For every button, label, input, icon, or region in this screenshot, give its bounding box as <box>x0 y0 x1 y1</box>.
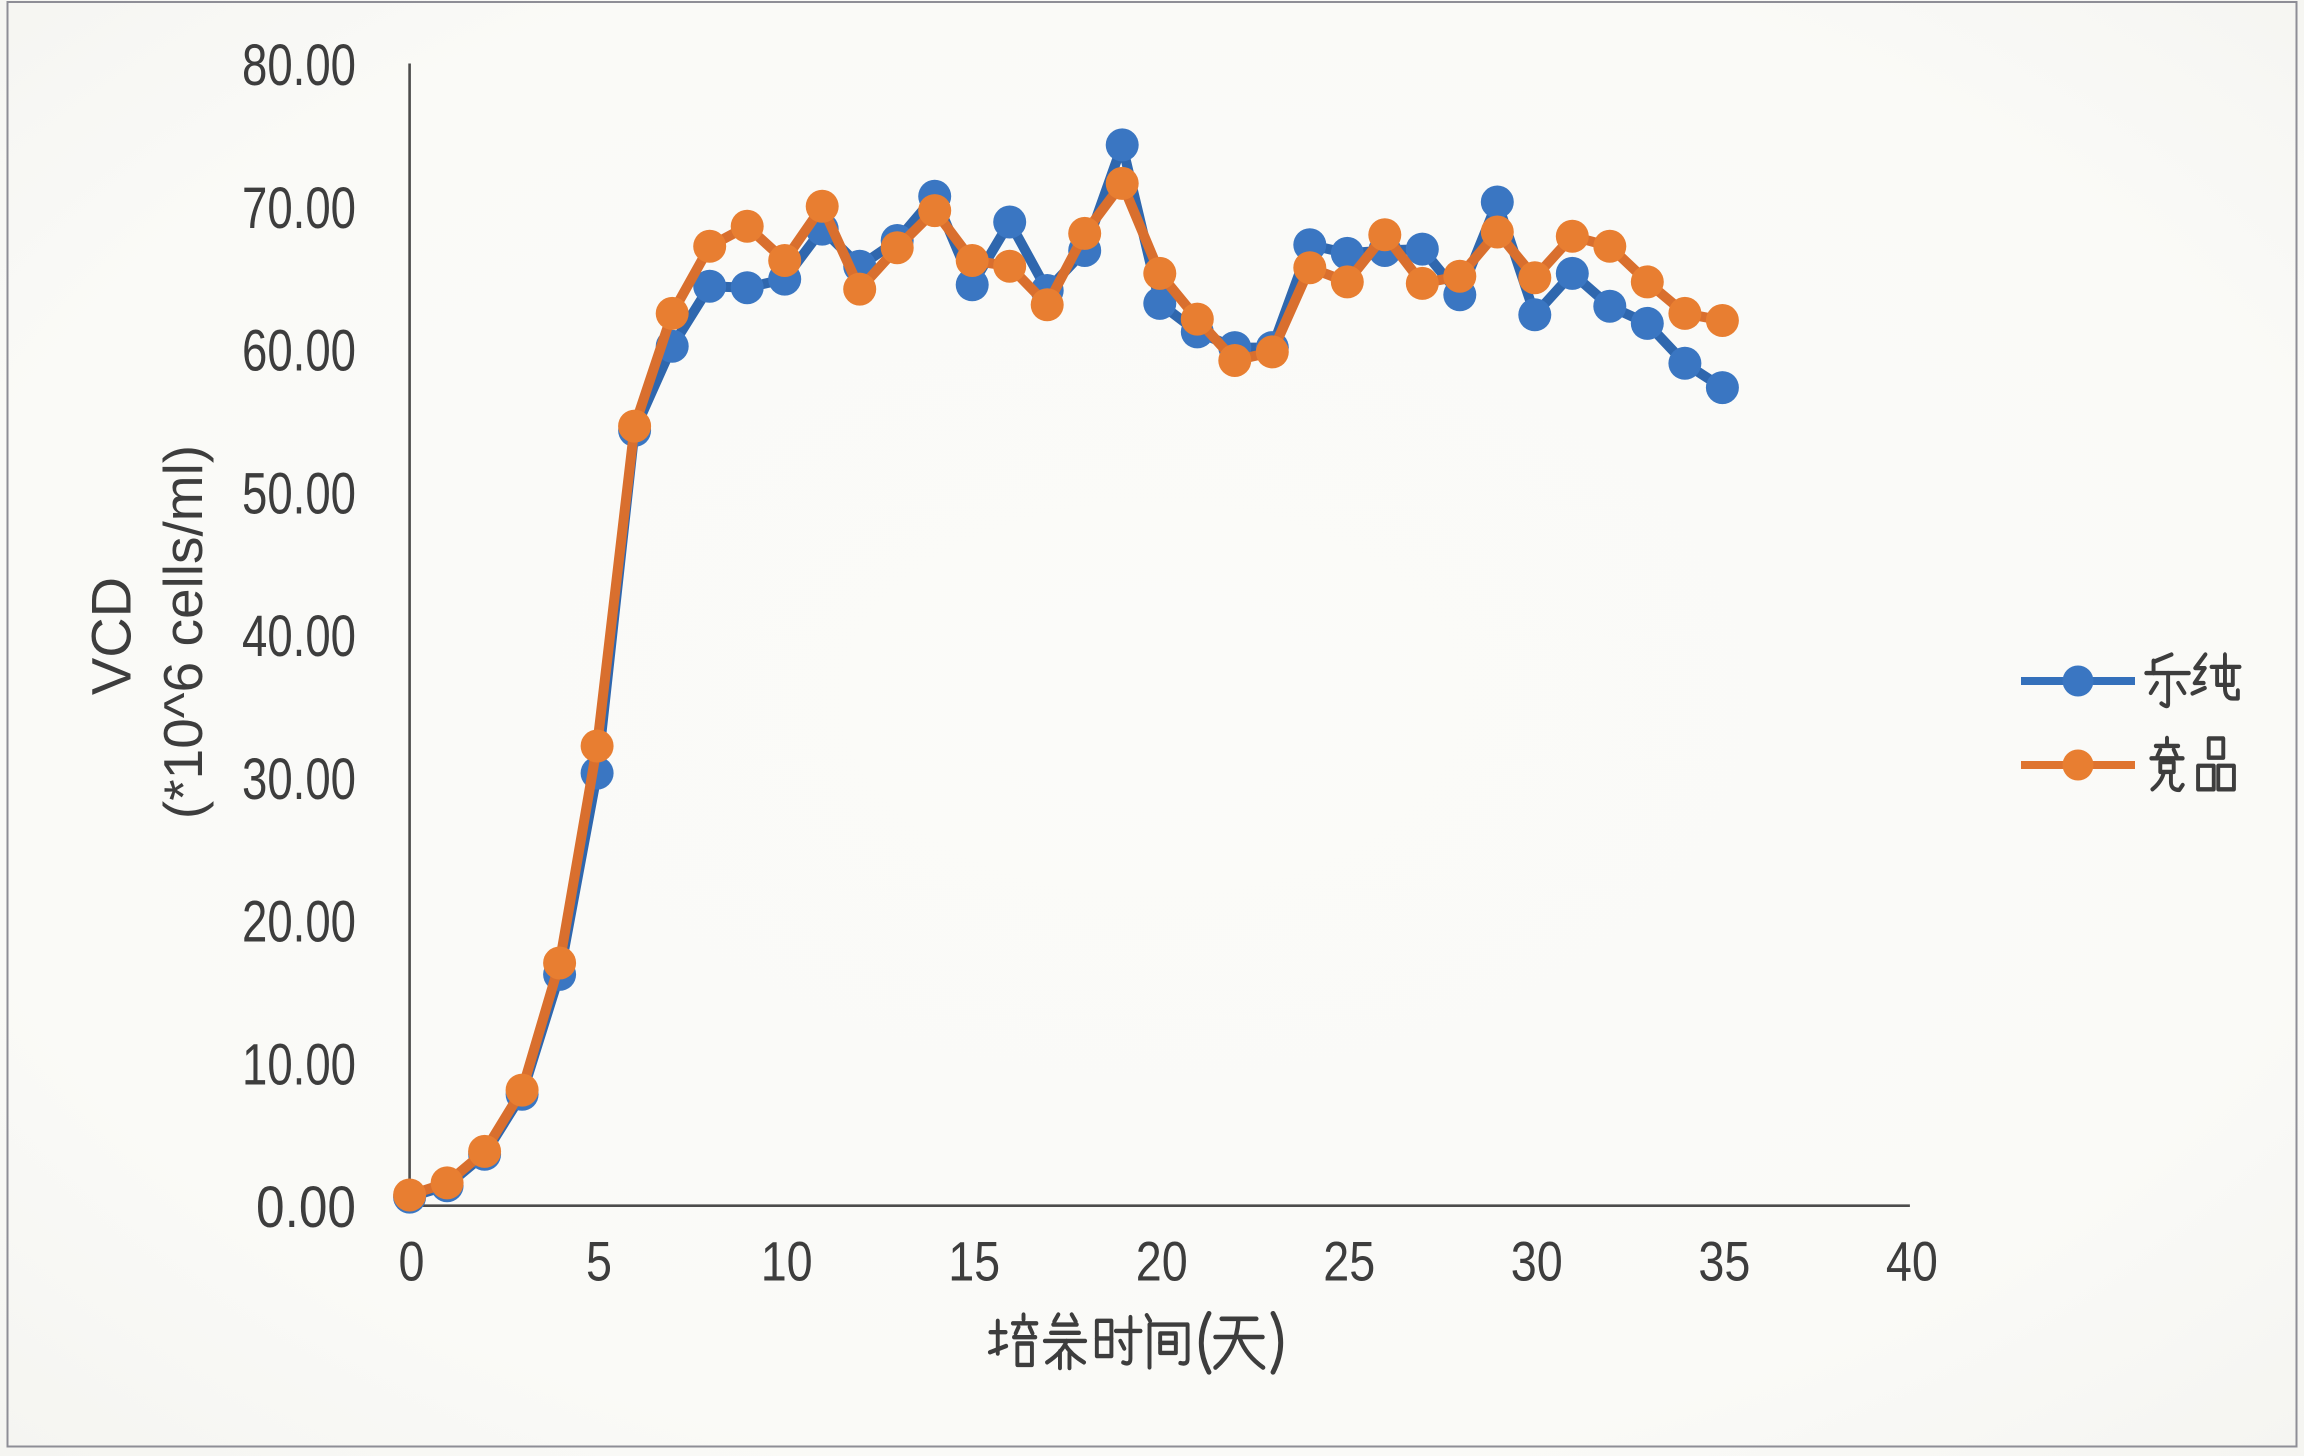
svg-text:20.00: 20.00 <box>242 890 356 955</box>
svg-text:30.00: 30.00 <box>242 747 356 812</box>
svg-text:50.00: 50.00 <box>242 461 356 526</box>
svg-text:VCD: VCD <box>80 577 143 695</box>
svg-text:30: 30 <box>1511 1230 1563 1293</box>
svg-text:20: 20 <box>1136 1230 1188 1293</box>
svg-text:0: 0 <box>399 1230 425 1293</box>
svg-text:(*10^6 cells/ml): (*10^6 cells/ml) <box>152 445 214 819</box>
svg-text:5: 5 <box>586 1230 612 1293</box>
svg-text:40.00: 40.00 <box>242 604 356 669</box>
svg-text:40: 40 <box>1886 1230 1938 1293</box>
svg-text:0.00: 0.00 <box>256 1175 356 1240</box>
svg-text:25: 25 <box>1323 1230 1375 1293</box>
svg-text:10.00: 10.00 <box>242 1033 356 1098</box>
svg-text:15: 15 <box>948 1230 1000 1293</box>
svg-text:80.00: 80.00 <box>242 33 356 98</box>
svg-text:60.00: 60.00 <box>242 319 356 384</box>
svg-text:10: 10 <box>761 1230 813 1293</box>
svg-text:70.00: 70.00 <box>242 176 356 241</box>
svg-text:35: 35 <box>1698 1230 1750 1293</box>
